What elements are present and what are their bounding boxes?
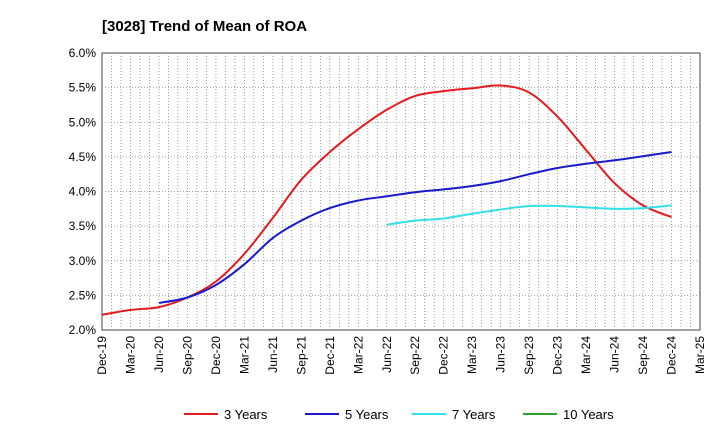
plot-area — [101, 52, 701, 331]
chart-title: [3028] Trend of Mean of ROA — [102, 18, 307, 35]
x-tick-label: Dec-24 — [665, 336, 679, 375]
y-tick-label: 3.5% — [69, 219, 97, 233]
x-tick-label: Mar-25 — [693, 336, 707, 374]
y-tick-label: 6.0% — [69, 46, 97, 60]
x-tick-label: Dec-22 — [437, 336, 451, 375]
y-tick-label: 4.0% — [69, 185, 97, 199]
x-tick-label: Sep-22 — [408, 336, 422, 375]
y-tick-label: 4.5% — [69, 150, 97, 164]
y-axis-ticks: 2.0% 2.5% 3.0% 3.5% 4.0% 4.5% 5.0% 5.5% 6.0% — [69, 46, 97, 337]
x-tick-label: Mar-20 — [123, 336, 137, 374]
series-line-5-years — [158, 151, 672, 304]
legend-label-7-years: 7 Years — [452, 407, 496, 422]
x-tick-label: Mar-23 — [465, 336, 479, 374]
x-tick-label: Dec-20 — [209, 336, 223, 375]
x-axis-ticks: Dec-19 Mar-20 Jun-20 Sep-20 Dec-20 Mar-21 Jun-… — [95, 336, 707, 375]
x-tick-label: Mar-21 — [237, 336, 251, 374]
x-tick-label: Dec-23 — [551, 336, 565, 375]
x-tick-label: Dec-21 — [323, 336, 337, 375]
x-tick-label: Sep-20 — [180, 336, 194, 375]
x-tick-label: Sep-21 — [294, 336, 308, 375]
x-tick-label: Sep-24 — [636, 336, 650, 375]
legend-label-3-years: 3 Years — [224, 407, 268, 422]
x-tick-label: Mar-22 — [351, 336, 365, 374]
series-lines — [101, 84, 672, 316]
x-tick-label: Dec-19 — [95, 336, 109, 375]
y-tick-label: 3.0% — [69, 254, 97, 268]
y-tick-label: 5.0% — [69, 115, 97, 129]
y-tick-label: 5.5% — [69, 81, 97, 95]
legend: 3 Years 5 Years 7 Years 10 Years — [184, 407, 614, 422]
x-tick-label: Jun-22 — [380, 336, 394, 373]
legend-label-5-years: 5 Years — [345, 407, 389, 422]
y-tick-label: 2.0% — [69, 323, 97, 337]
x-tick-label: Jun-20 — [152, 336, 166, 373]
x-tick-label: Jun-24 — [608, 336, 622, 373]
x-tick-label: Sep-23 — [522, 336, 536, 375]
x-tick-label: Jun-23 — [494, 336, 508, 373]
series-line-7-years — [386, 204, 672, 226]
legend-label-10-years: 10 Years — [563, 407, 614, 422]
x-tick-label: Mar-24 — [579, 336, 593, 374]
y-tick-label: 2.5% — [69, 288, 97, 302]
x-tick-label: Jun-21 — [266, 336, 280, 373]
